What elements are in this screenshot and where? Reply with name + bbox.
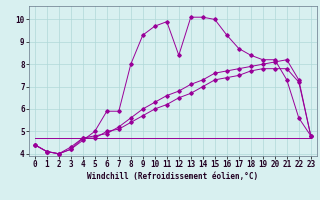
X-axis label: Windchill (Refroidissement éolien,°C): Windchill (Refroidissement éolien,°C): [87, 172, 258, 181]
